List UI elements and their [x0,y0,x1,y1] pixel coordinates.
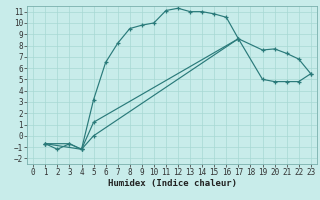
X-axis label: Humidex (Indice chaleur): Humidex (Indice chaleur) [108,179,236,188]
